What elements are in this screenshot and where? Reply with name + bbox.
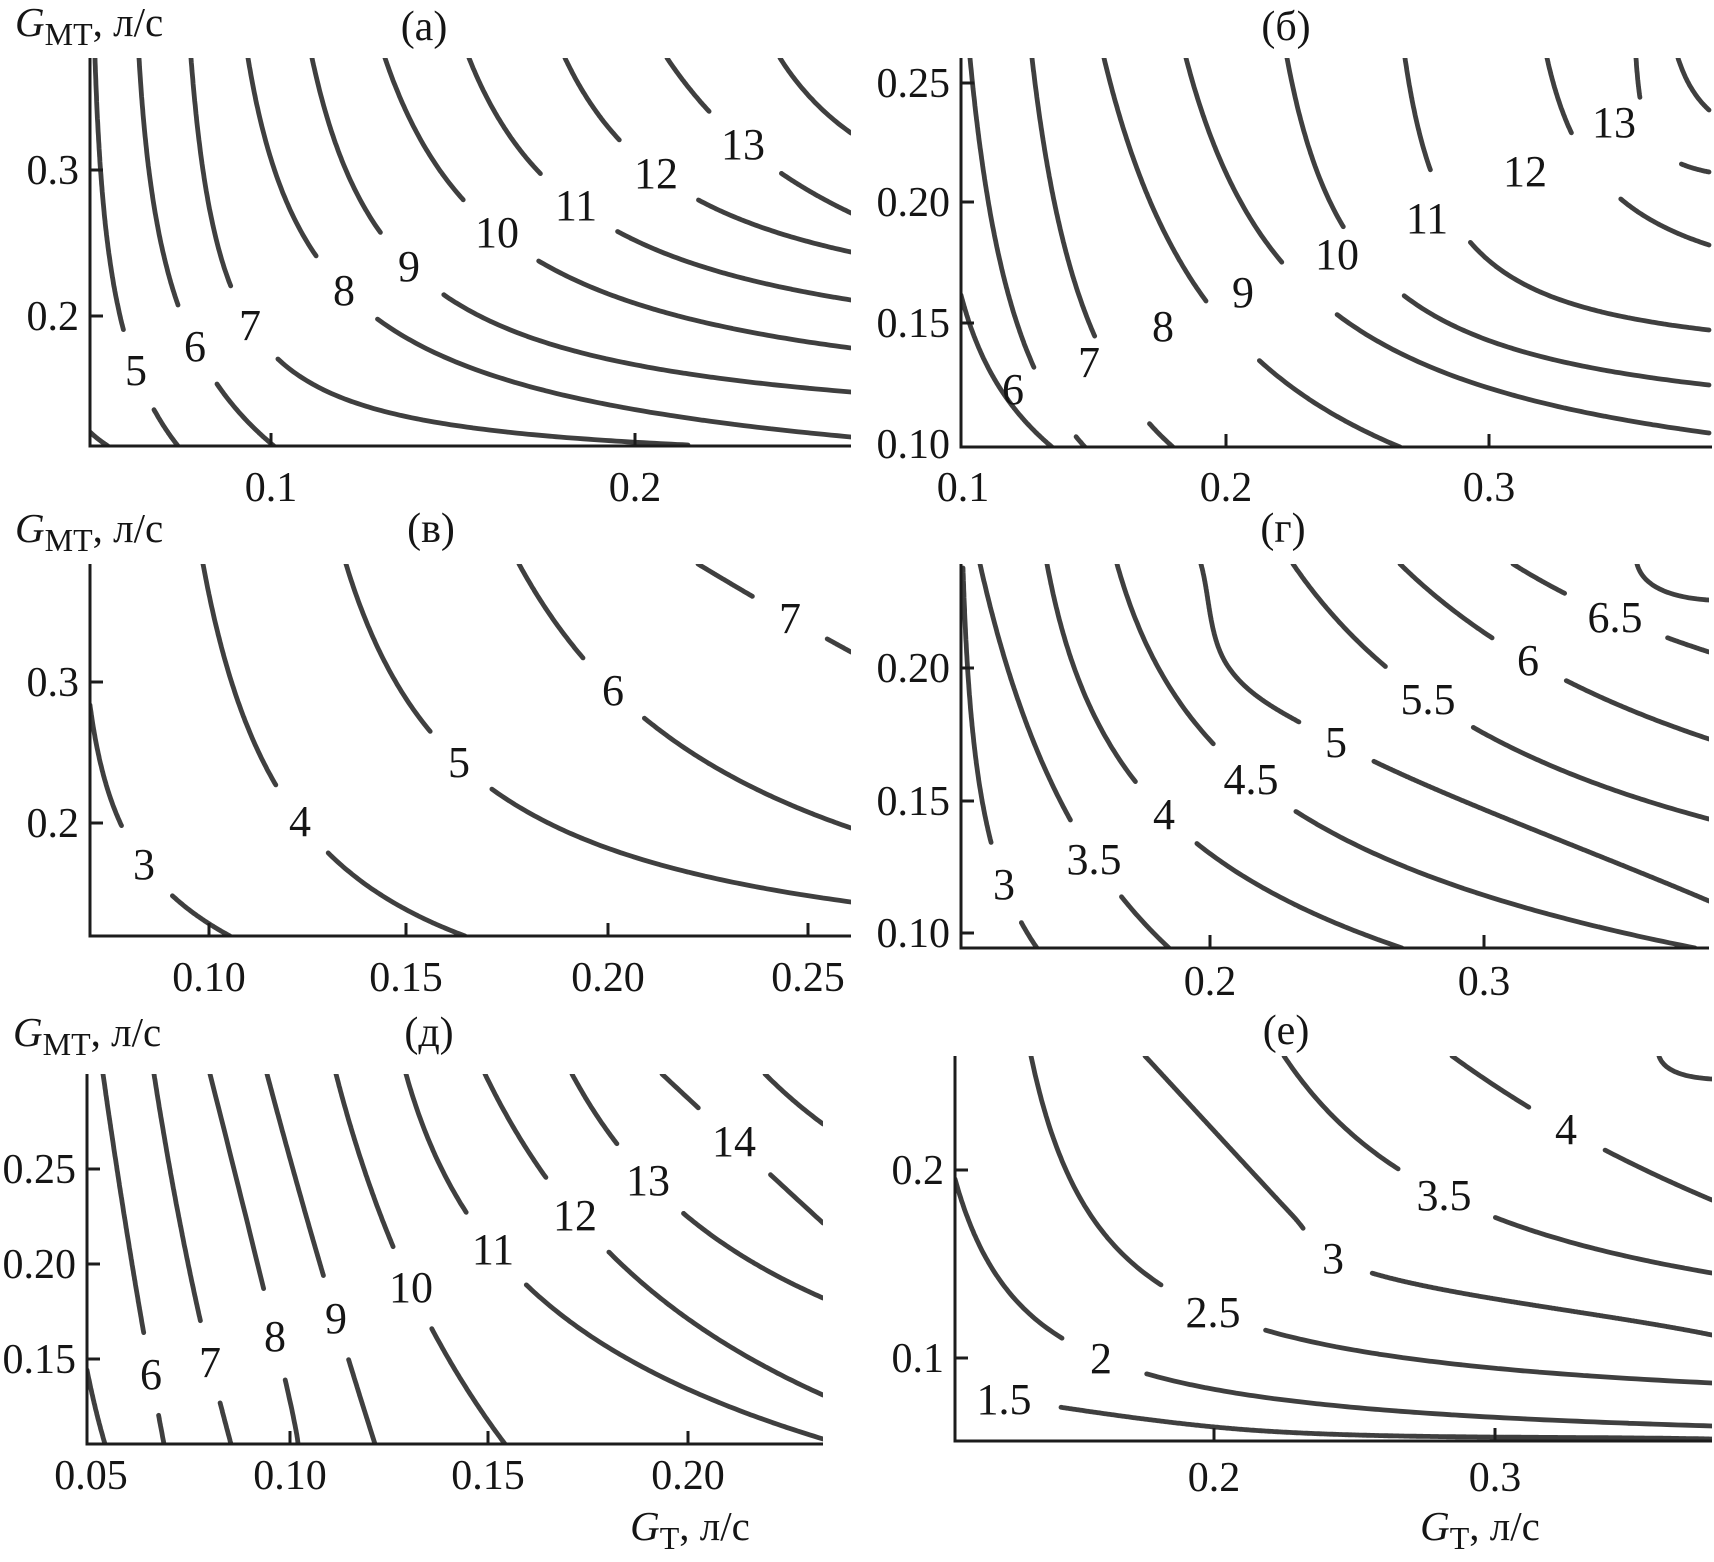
svg-text:0.3: 0.3 — [27, 660, 80, 706]
svg-text:GМТ, л/с: GМТ, л/с — [15, 505, 163, 558]
svg-text:GМТ, л/с: GМТ, л/с — [13, 1009, 161, 1062]
svg-text:0.25: 0.25 — [3, 1147, 77, 1193]
svg-text:0.1: 0.1 — [937, 465, 990, 511]
svg-text:0.3: 0.3 — [1469, 1455, 1522, 1501]
svg-text:13: 13 — [1592, 98, 1636, 147]
svg-text:0.15: 0.15 — [877, 779, 951, 825]
svg-text:0.2: 0.2 — [27, 801, 80, 847]
svg-text:2.5: 2.5 — [1186, 1288, 1241, 1337]
svg-text:5: 5 — [448, 738, 470, 787]
svg-text:0.1: 0.1 — [245, 465, 298, 511]
svg-text:3: 3 — [993, 860, 1015, 909]
svg-text:0.2: 0.2 — [892, 1148, 945, 1194]
svg-text:GТ, л/с: GТ, л/с — [630, 1503, 750, 1556]
svg-text:0.2: 0.2 — [1184, 959, 1237, 1005]
svg-text:0.20: 0.20 — [3, 1242, 77, 1288]
svg-text:(е): (е) — [1263, 1008, 1310, 1054]
svg-text:13: 13 — [721, 120, 765, 169]
svg-text:6: 6 — [184, 322, 206, 371]
svg-text:0.25: 0.25 — [877, 61, 951, 107]
svg-text:7: 7 — [779, 594, 801, 643]
svg-text:0.3: 0.3 — [1458, 959, 1511, 1005]
svg-text:9: 9 — [325, 1294, 347, 1343]
svg-text:0.2: 0.2 — [1188, 1455, 1241, 1501]
svg-text:0.10: 0.10 — [877, 422, 951, 468]
svg-text:5: 5 — [125, 346, 147, 395]
svg-text:4: 4 — [289, 797, 311, 846]
svg-text:0.20: 0.20 — [877, 180, 951, 226]
svg-text:0.15: 0.15 — [877, 301, 951, 347]
svg-text:4: 4 — [1153, 790, 1175, 839]
svg-text:8: 8 — [1152, 302, 1174, 351]
svg-text:0.10: 0.10 — [253, 1453, 327, 1499]
svg-text:11: 11 — [472, 1225, 514, 1274]
svg-text:12: 12 — [1503, 147, 1547, 196]
svg-text:4: 4 — [1555, 1105, 1577, 1154]
svg-text:(г): (г) — [1260, 506, 1305, 552]
svg-text:5: 5 — [1325, 718, 1347, 767]
svg-text:(в): (в) — [407, 506, 455, 552]
svg-text:9: 9 — [398, 242, 420, 291]
svg-text:14: 14 — [712, 1117, 756, 1166]
svg-text:0.15: 0.15 — [451, 1453, 525, 1499]
svg-text:6: 6 — [1002, 365, 1024, 414]
svg-text:GМТ, л/с: GМТ, л/с — [15, 0, 163, 52]
svg-text:3.5: 3.5 — [1067, 835, 1122, 884]
svg-text:GТ, л/с: GТ, л/с — [1420, 1503, 1540, 1556]
svg-text:0.10: 0.10 — [877, 911, 951, 957]
svg-text:9: 9 — [1232, 268, 1254, 317]
svg-text:4.5: 4.5 — [1224, 755, 1279, 804]
svg-text:0.20: 0.20 — [651, 1453, 725, 1499]
svg-text:10: 10 — [1315, 230, 1359, 279]
svg-text:7: 7 — [1078, 338, 1100, 387]
svg-text:10: 10 — [475, 208, 519, 257]
svg-text:1.5: 1.5 — [977, 1375, 1032, 1424]
svg-text:0.2: 0.2 — [1200, 465, 1253, 511]
svg-text:(д): (д) — [404, 1010, 453, 1056]
svg-text:2: 2 — [1090, 1334, 1112, 1383]
svg-text:6: 6 — [140, 1350, 162, 1399]
svg-text:6.5: 6.5 — [1588, 593, 1643, 642]
svg-text:6: 6 — [602, 666, 624, 715]
svg-text:3: 3 — [133, 840, 155, 889]
svg-text:0.05: 0.05 — [54, 1453, 128, 1499]
svg-text:12: 12 — [634, 149, 678, 198]
svg-text:8: 8 — [333, 266, 355, 315]
svg-text:5.5: 5.5 — [1401, 675, 1456, 724]
svg-text:0.15: 0.15 — [369, 955, 443, 1001]
svg-text:0.2: 0.2 — [27, 294, 80, 340]
svg-text:0.10: 0.10 — [172, 955, 246, 1001]
svg-text:11: 11 — [555, 181, 597, 230]
svg-text:0.25: 0.25 — [771, 955, 845, 1001]
svg-text:0.1: 0.1 — [892, 1336, 945, 1382]
svg-text:12: 12 — [553, 1191, 597, 1240]
svg-text:(а): (а) — [401, 4, 448, 50]
svg-text:7: 7 — [199, 1338, 221, 1387]
svg-text:0.3: 0.3 — [1463, 465, 1516, 511]
svg-text:(б): (б) — [1261, 4, 1310, 50]
svg-text:3.5: 3.5 — [1417, 1171, 1472, 1220]
svg-text:13: 13 — [626, 1156, 670, 1205]
svg-text:10: 10 — [389, 1263, 433, 1312]
svg-text:11: 11 — [1406, 194, 1448, 243]
svg-text:6: 6 — [1517, 636, 1539, 685]
svg-text:0.20: 0.20 — [877, 646, 951, 692]
svg-text:0.3: 0.3 — [27, 148, 80, 194]
svg-text:0.15: 0.15 — [3, 1337, 77, 1383]
svg-text:8: 8 — [264, 1312, 286, 1361]
svg-text:7: 7 — [239, 301, 261, 350]
svg-text:0.20: 0.20 — [571, 955, 645, 1001]
svg-text:3: 3 — [1322, 1234, 1344, 1283]
svg-text:0.2: 0.2 — [609, 465, 662, 511]
